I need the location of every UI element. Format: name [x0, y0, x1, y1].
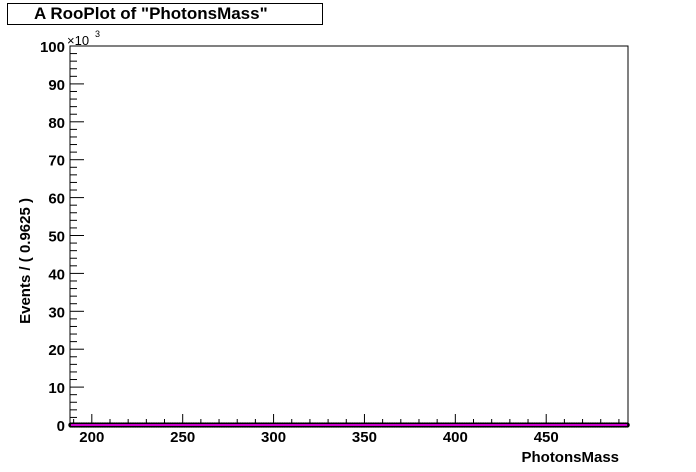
plot-frame — [69, 45, 629, 426]
x-tick-label: 250 — [170, 429, 195, 446]
y-tick-label: 10 — [48, 380, 65, 397]
y-multiplier-label: ×10 — [67, 33, 89, 48]
y-tick-label: 90 — [48, 77, 65, 94]
y-tick-label: 0 — [57, 418, 65, 435]
x-tick-label: 200 — [79, 429, 104, 446]
chart-title: A RooPlot of "PhotonsMass" — [7, 3, 323, 25]
x-axis-title: PhotonsMass — [521, 449, 619, 466]
y-tick-label: 60 — [48, 191, 65, 208]
y-tick-label: 30 — [48, 304, 65, 321]
y-axis-title: Events / ( 0.9625 ) — [17, 198, 34, 324]
y-tick-label: 50 — [48, 229, 65, 246]
x-tick-label: 400 — [443, 429, 468, 446]
y-tick-label: 100 — [40, 39, 65, 56]
x-tick-label: 350 — [352, 429, 377, 446]
x-tick-label: 300 — [261, 429, 286, 446]
y-tick-label: 70 — [48, 153, 65, 170]
x-tick-label: 450 — [534, 429, 559, 446]
y-tick-label: 40 — [48, 266, 65, 283]
y-tick-label: 80 — [48, 115, 65, 132]
y-tick-label: 20 — [48, 342, 65, 359]
y-multiplier-exponent: 3 — [95, 29, 100, 39]
